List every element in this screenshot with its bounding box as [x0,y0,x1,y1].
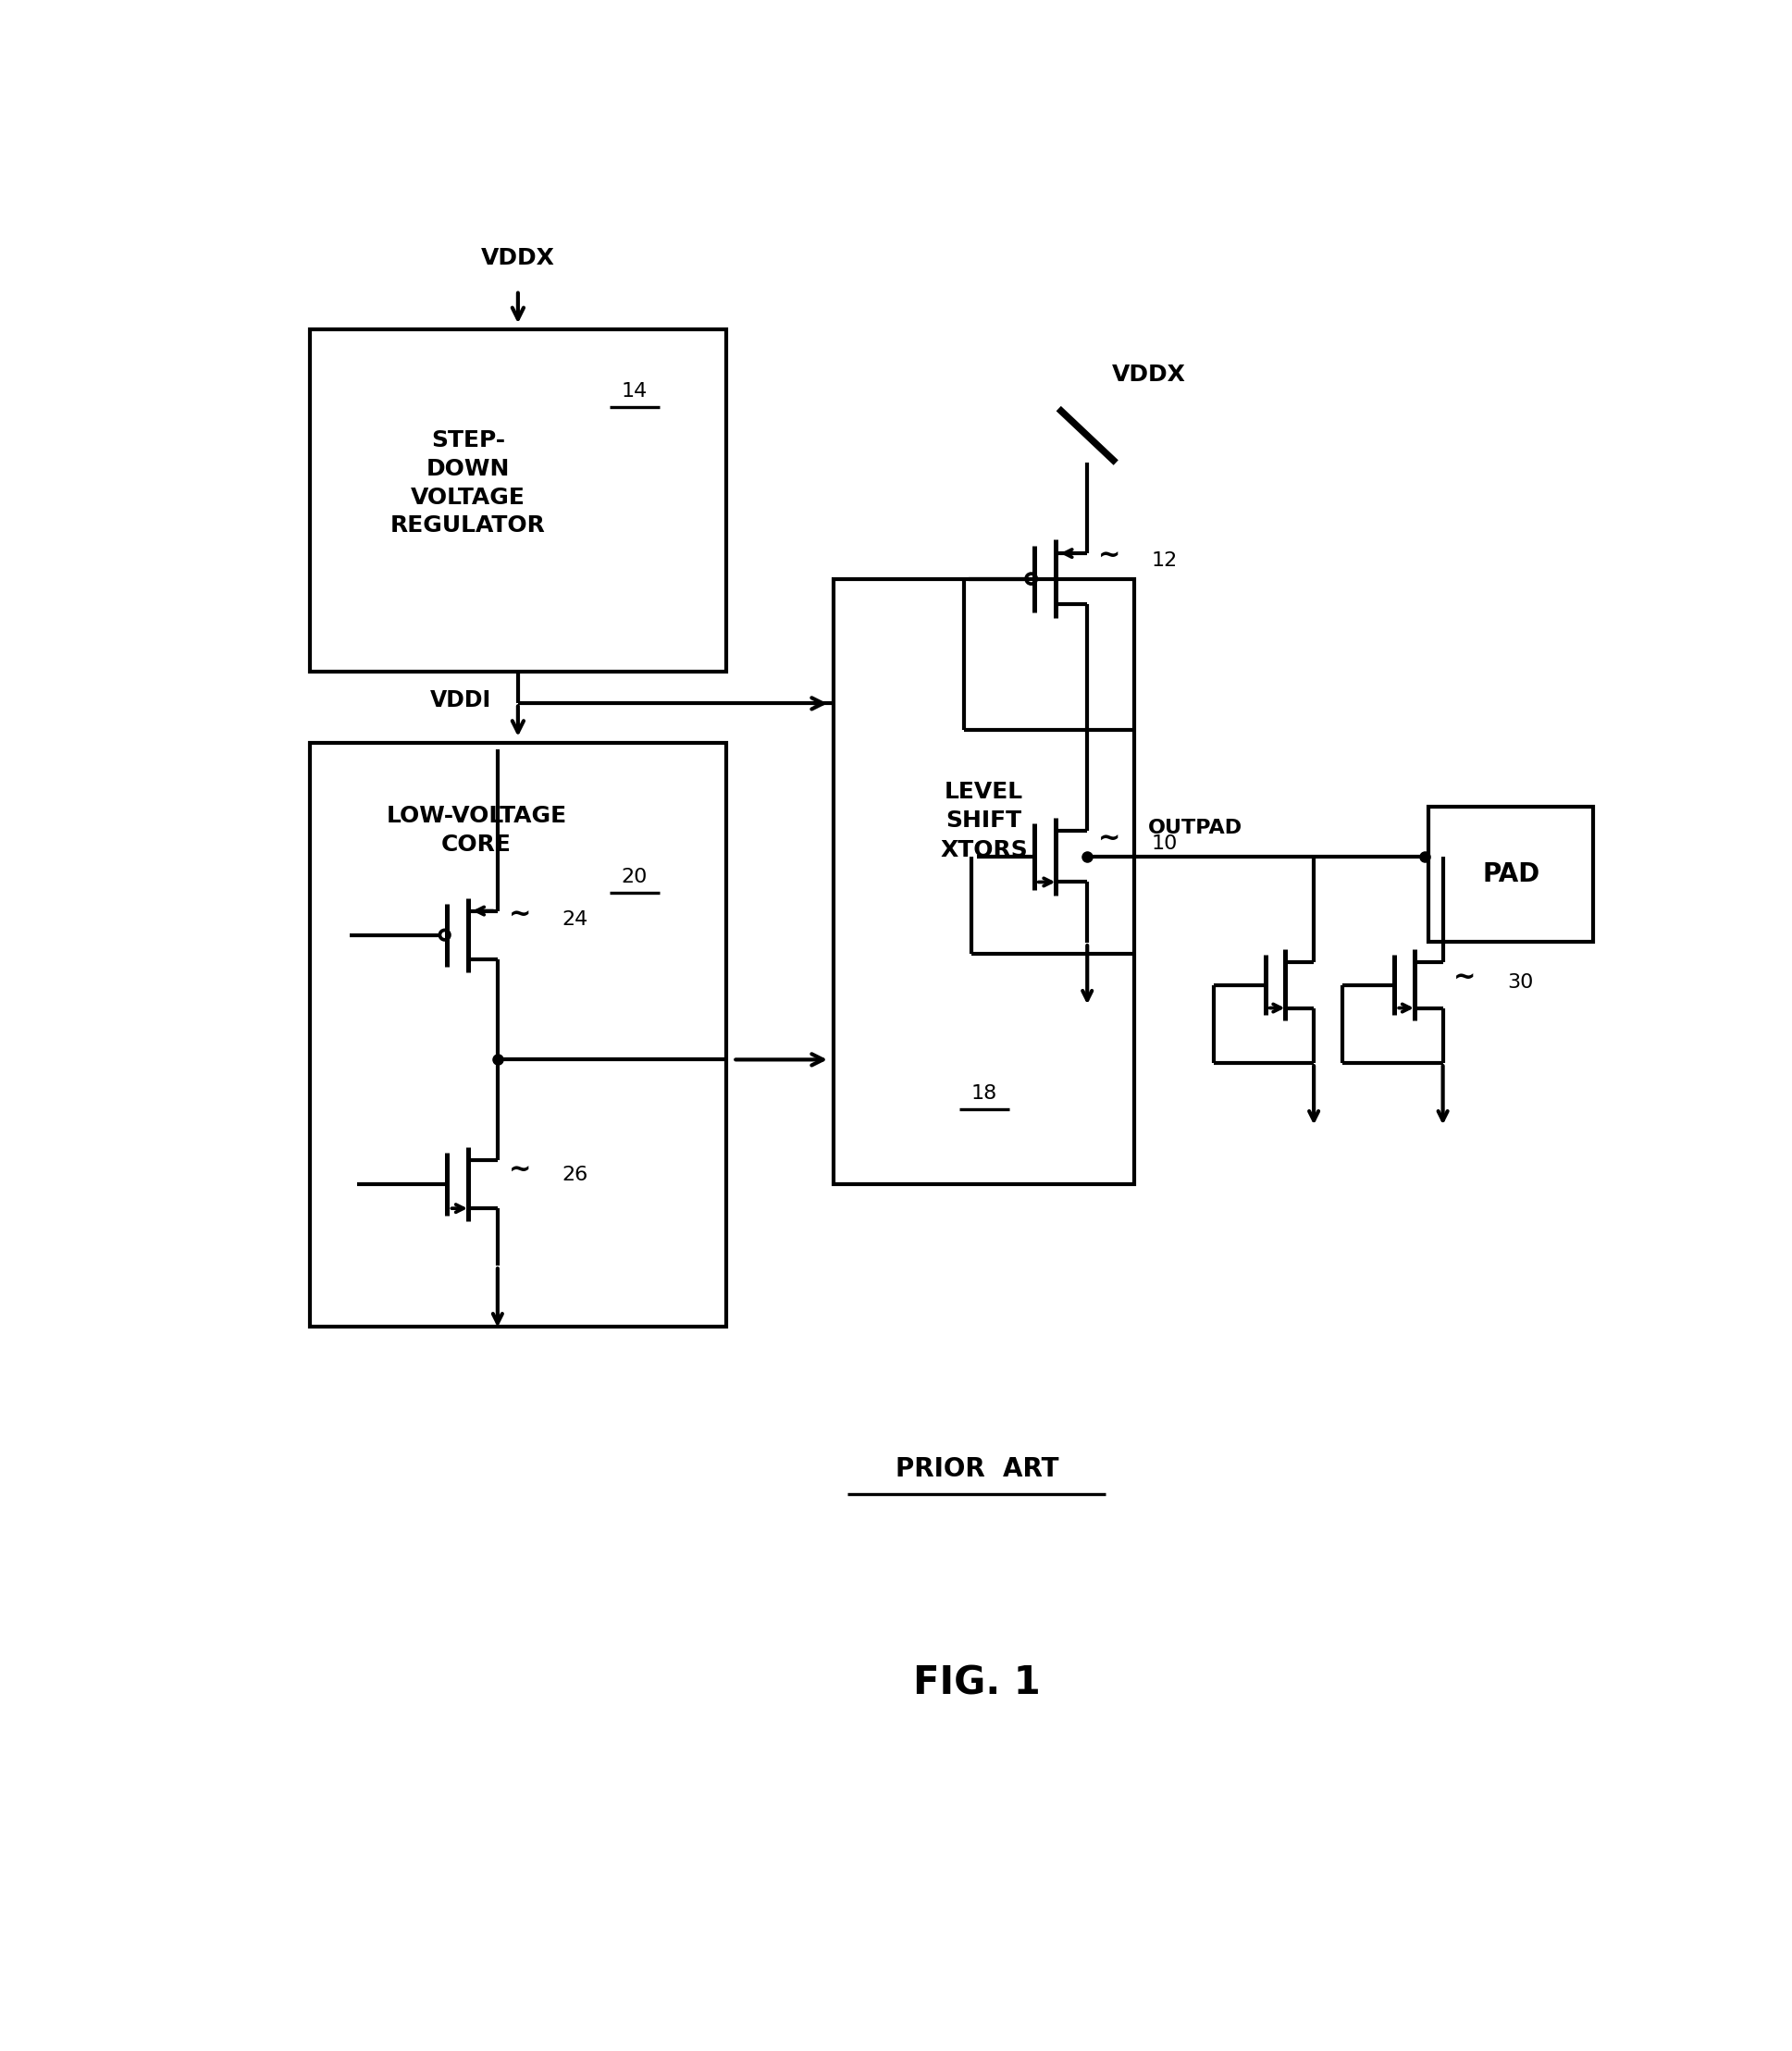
Bar [310,330,726,671]
Text: ~: ~ [509,902,530,927]
Text: 30: 30 [1507,974,1534,993]
Text: ~: ~ [1098,827,1120,851]
Text: ~: ~ [1453,964,1477,991]
Text: 24: 24 [563,911,588,929]
Text: VDDX: VDDX [1113,363,1186,386]
Text: 26: 26 [563,1165,588,1183]
Bar [833,578,1134,1183]
Text: PAD: PAD [1482,861,1539,888]
Bar [310,742,726,1327]
Text: VDDX: VDDX [480,246,556,269]
Bar [1428,806,1593,941]
Text: STEP-
DOWN
VOLTAGE
REGULATOR: STEP- DOWN VOLTAGE REGULATOR [391,431,547,537]
Text: ~: ~ [509,1157,530,1183]
Text: LEVEL
SHIFT
XTORS: LEVEL SHIFT XTORS [941,781,1029,861]
Text: LOW-VOLTAGE
CORE: LOW-VOLTAGE CORE [385,804,566,855]
Text: 12: 12 [1152,552,1177,570]
Text: PRIOR  ART: PRIOR ART [896,1456,1059,1483]
Text: 20: 20 [622,868,647,886]
Text: 18: 18 [971,1085,996,1103]
Text: FIG. 1: FIG. 1 [914,1663,1041,1702]
Text: VDDI: VDDI [430,689,491,712]
Text: 14: 14 [622,381,647,400]
Text: ~: ~ [1098,544,1120,568]
Text: 10: 10 [1152,835,1177,853]
Text: OUTPAD: OUTPAD [1147,818,1242,837]
